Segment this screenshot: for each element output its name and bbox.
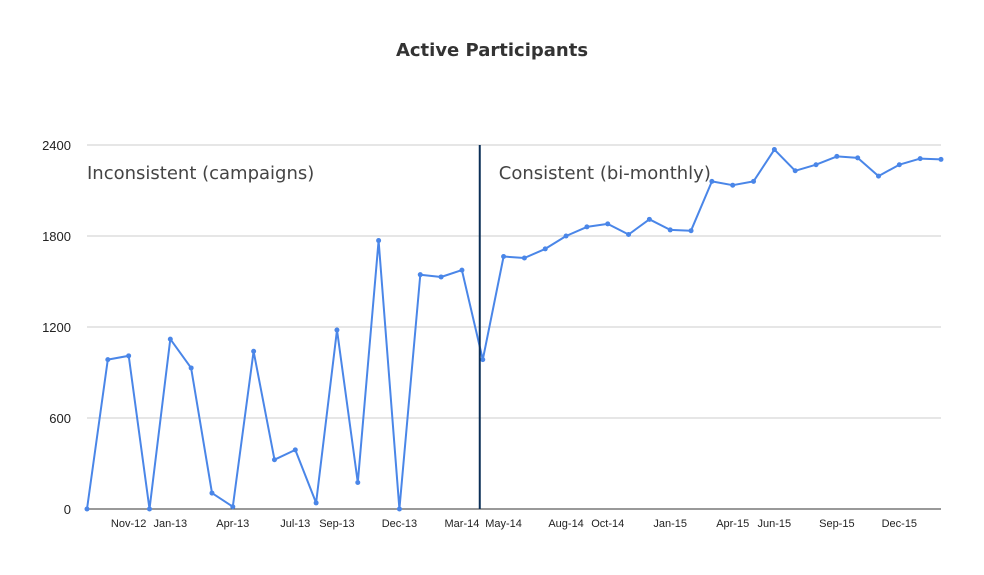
x-tick-label: Jun-15 (758, 518, 792, 530)
data-point (605, 221, 610, 226)
data-point (689, 228, 694, 233)
data-point (85, 507, 90, 512)
x-tick-label: Dec-15 (882, 518, 917, 530)
y-tick-label: 1200 (42, 320, 71, 335)
data-point (834, 154, 839, 159)
data-point (105, 357, 110, 362)
chart-title: Active Participants (0, 40, 984, 61)
y-tick-label: 1800 (42, 229, 71, 244)
x-tick-label: Oct-14 (591, 518, 624, 530)
x-tick-label: May-14 (485, 518, 522, 530)
data-point (334, 328, 339, 333)
data-point (647, 217, 652, 222)
data-point (147, 507, 152, 512)
x-tick-label: Jan-15 (653, 518, 687, 530)
x-tick-label: Dec-13 (382, 518, 417, 530)
y-tick-label: 600 (49, 411, 71, 426)
data-point (668, 227, 673, 232)
x-tick-label: Apr-13 (216, 518, 249, 530)
annotation-left: Inconsistent (campaigns) (87, 163, 314, 184)
data-point (230, 504, 235, 509)
data-point (814, 162, 819, 167)
data-point (459, 268, 464, 273)
y-tick-label: 2400 (42, 138, 71, 153)
data-point (168, 337, 173, 342)
x-tick-label: Sep-13 (319, 518, 354, 530)
y-tick-label: 0 (64, 502, 71, 517)
data-point (251, 349, 256, 354)
data-point (584, 224, 589, 229)
data-point (751, 179, 756, 184)
data-point (397, 507, 402, 512)
data-point (876, 174, 881, 179)
data-point (772, 147, 777, 152)
data-point (272, 457, 277, 462)
data-point (189, 365, 194, 370)
data-point (939, 157, 944, 162)
x-tick-label: Apr-15 (716, 518, 749, 530)
data-point (793, 168, 798, 173)
x-tick-label: Jan-13 (153, 518, 187, 530)
data-point (730, 183, 735, 188)
data-point (897, 162, 902, 167)
x-tick-label: Jul-13 (280, 518, 310, 530)
data-point (355, 480, 360, 485)
data-point (126, 353, 131, 358)
data-point (626, 232, 631, 237)
data-point (918, 156, 923, 161)
data-point (439, 274, 444, 279)
data-point (855, 155, 860, 160)
data-point (501, 254, 506, 259)
data-point (418, 272, 423, 277)
data-point (522, 255, 527, 260)
annotation-right: Consistent (bi-monthly) (499, 163, 711, 184)
data-point (543, 246, 548, 251)
data-point (314, 500, 319, 505)
data-point (564, 234, 569, 239)
series-line (87, 150, 941, 509)
x-tick-label: Aug-14 (548, 518, 583, 530)
data-point (293, 447, 298, 452)
data-point (480, 357, 485, 362)
data-point (209, 491, 214, 496)
data-point (376, 238, 381, 243)
x-tick-label: Nov-12 (111, 518, 146, 530)
x-tick-label: Sep-15 (819, 518, 854, 530)
x-tick-label: Mar-14 (445, 518, 480, 530)
